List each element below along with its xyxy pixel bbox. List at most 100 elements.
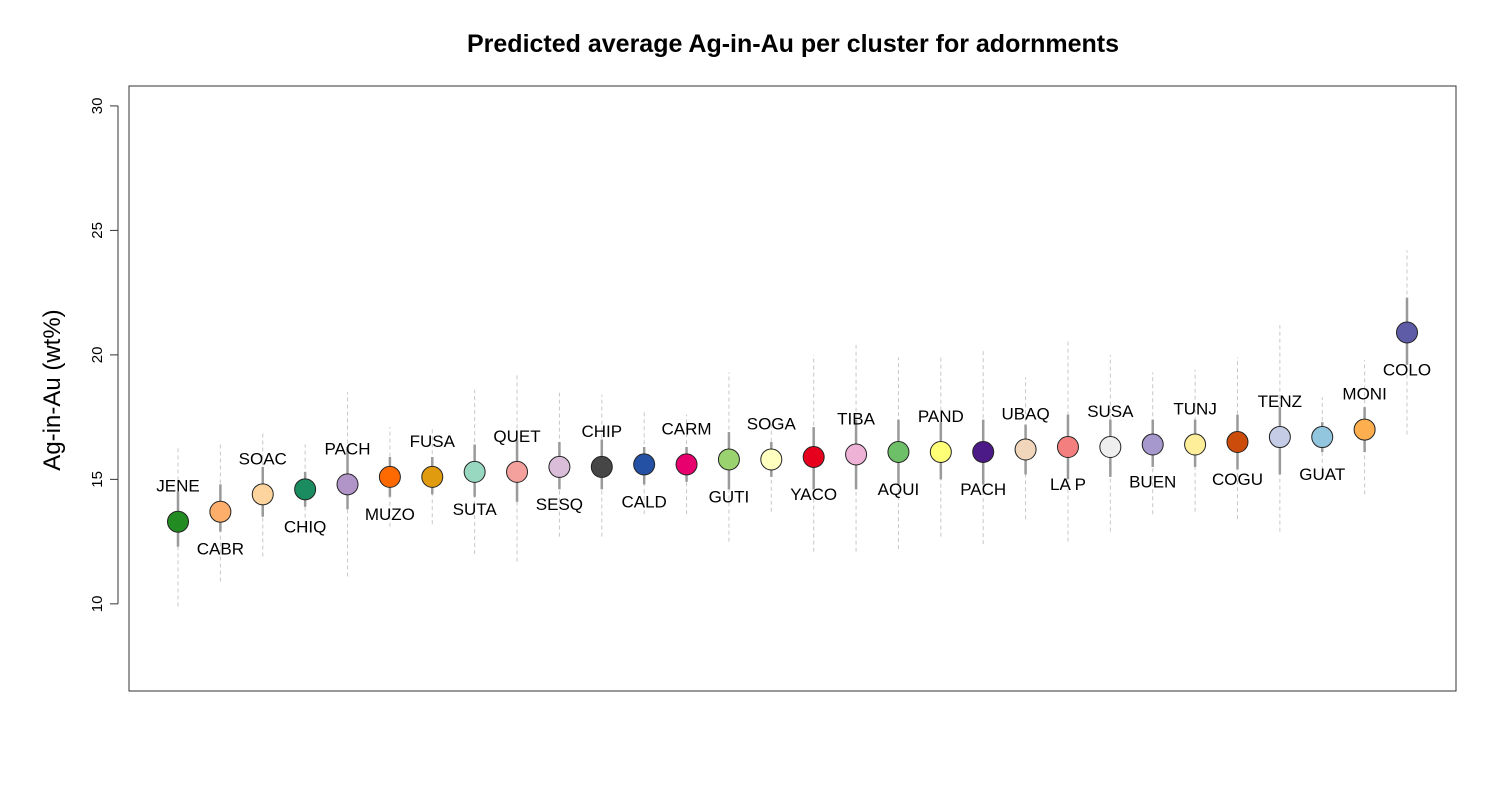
- point-label: SUSA: [1087, 402, 1134, 421]
- data-point: [1268, 426, 1291, 449]
- data-point: [294, 478, 317, 501]
- data-point-group: TIBA: [837, 344, 876, 552]
- data-point: [209, 500, 232, 523]
- point-label: GUAT: [1299, 465, 1345, 484]
- point-label: CHIP: [581, 422, 622, 441]
- data-point: [590, 455, 613, 478]
- data-point: [506, 460, 529, 483]
- data-point: [1056, 436, 1079, 459]
- point-label: TIBA: [837, 409, 875, 428]
- point-label: YACO: [790, 485, 837, 504]
- y-tick-label: 25: [89, 222, 106, 239]
- point-label: CABR: [197, 540, 244, 559]
- data-point: [675, 453, 698, 476]
- data-point: [1141, 433, 1164, 456]
- point-label: MUZO: [365, 505, 415, 524]
- data-point: [972, 440, 995, 463]
- point-label: PACH: [325, 439, 371, 458]
- data-point: [336, 473, 359, 496]
- data-point: [1099, 436, 1122, 459]
- point-label: AQUI: [878, 480, 920, 499]
- data-point: [1311, 426, 1334, 449]
- data-point-group: COLO: [1383, 250, 1431, 435]
- data-point-group: GUTI: [709, 372, 750, 542]
- data-point-group: CABR: [197, 444, 244, 582]
- data-point-group: COGU: [1212, 357, 1263, 520]
- data-point: [887, 440, 910, 463]
- data-point: [802, 445, 825, 468]
- point-label: CALD: [621, 492, 666, 511]
- point-label: SESQ: [536, 495, 583, 514]
- data-point-group: MONI: [1342, 359, 1387, 495]
- data-point: [1014, 438, 1037, 461]
- data-point-group: QUET: [493, 374, 541, 562]
- point-label: TUNJ: [1173, 400, 1216, 419]
- data-point-group: JENE: [156, 447, 200, 607]
- data-point-group: BUEN: [1129, 372, 1176, 515]
- data-point-group: PAND: [918, 357, 964, 537]
- point-label: SUTA: [453, 500, 498, 519]
- point-label: SOAC: [239, 449, 287, 468]
- y-tick-label: 30: [89, 98, 106, 115]
- y-tick-label: 10: [89, 596, 106, 613]
- data-point-group: CHIP: [581, 394, 622, 537]
- point-label: MONI: [1342, 385, 1386, 404]
- point-label: COLO: [1383, 360, 1431, 379]
- point-label: PAND: [918, 407, 964, 426]
- data-point-group: YACO: [790, 354, 837, 552]
- point-label: SOGA: [747, 414, 797, 433]
- plot-area-border: [128, 85, 1457, 692]
- data-point: [167, 510, 189, 533]
- data-point: [929, 440, 952, 463]
- data-point-group: FUSA: [410, 427, 456, 525]
- chart-title: Predicted average Ag-in-Au per cluster f…: [467, 30, 1119, 58]
- data-point-group: MUZO: [365, 427, 415, 527]
- y-tick-label: 20: [89, 347, 106, 364]
- data-point-group: TUNJ: [1173, 369, 1217, 512]
- data-point: [717, 448, 740, 471]
- data-point-group: AQUI: [878, 357, 920, 550]
- data-point: [633, 453, 656, 476]
- data-point-group: TENZ: [1258, 325, 1302, 532]
- data-point: [548, 455, 571, 478]
- data-point-group: SESQ: [536, 389, 583, 537]
- point-label: BUEN: [1129, 473, 1176, 492]
- data-point: [845, 443, 868, 466]
- point-label: CHIQ: [284, 517, 327, 536]
- y-tick-label: 15: [89, 471, 106, 488]
- data-point: [1353, 418, 1376, 441]
- points-layer: JENE CABR SOAC CHIQ PACH MUZO FUSA SUTA QUET SESQ…: [156, 250, 1431, 607]
- point-label: JENE: [156, 477, 199, 496]
- data-point: [463, 460, 486, 483]
- data-point-group: GUAT: [1299, 397, 1345, 484]
- data-point-group: CALD: [621, 409, 667, 515]
- data-point: [1184, 433, 1207, 456]
- point-label: QUET: [493, 427, 540, 446]
- data-point-group: PACH: [325, 392, 371, 577]
- data-point: [251, 483, 274, 506]
- point-label: PACH: [960, 480, 1006, 499]
- point-label: TENZ: [1258, 392, 1302, 411]
- data-point: [760, 448, 783, 471]
- point-label: UBAQ: [1001, 404, 1049, 423]
- point-label: FUSA: [410, 432, 456, 451]
- point-label: CARM: [662, 419, 712, 438]
- data-point-group: SUTA: [453, 389, 498, 555]
- y-axis: 10 15 20 25 30: [89, 98, 119, 613]
- point-label: LA P: [1050, 475, 1086, 494]
- data-point-group: UBAQ: [1001, 377, 1050, 520]
- data-point: [378, 465, 401, 488]
- data-point-group: CHIQ: [284, 444, 327, 536]
- data-point: [1396, 321, 1418, 344]
- point-label: GUTI: [709, 487, 750, 506]
- point-label: COGU: [1212, 470, 1263, 489]
- data-point-group: PACH: [960, 349, 1006, 545]
- y-axis-label: Ag-in-Au (wt%): [39, 309, 66, 470]
- data-point: [421, 465, 444, 488]
- data-point-group: SUSA: [1087, 354, 1134, 532]
- data-point-group: CARM: [662, 414, 712, 515]
- data-point-group: LA P: [1050, 339, 1086, 542]
- data-point: [1226, 431, 1249, 454]
- data-point-group: SOAC: [239, 432, 287, 557]
